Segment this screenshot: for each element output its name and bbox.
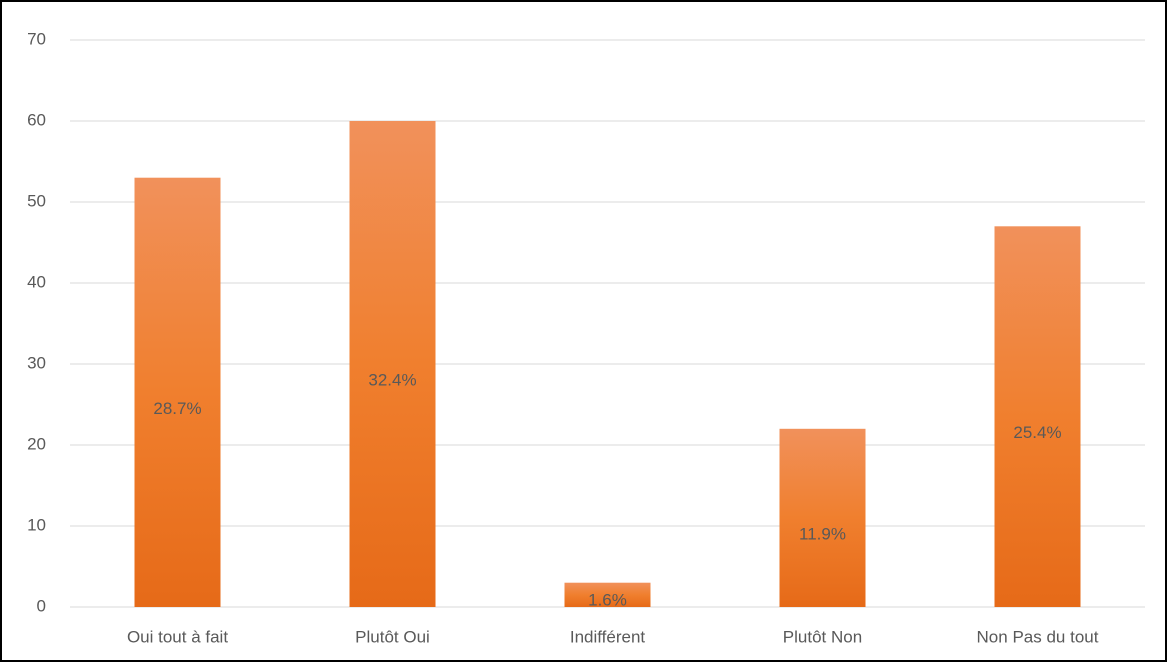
y-tick-label: 0 xyxy=(37,596,46,615)
bar xyxy=(349,121,436,607)
y-tick-label: 40 xyxy=(27,272,46,291)
y-tick-label: 20 xyxy=(27,434,46,453)
data-label: 28.7% xyxy=(153,399,201,418)
x-tick-label: Indifférent xyxy=(570,627,646,646)
x-tick-label: Plutôt Non xyxy=(783,627,862,646)
y-tick-label: 60 xyxy=(27,110,46,129)
bar xyxy=(564,582,651,607)
data-label: 32.4% xyxy=(368,370,416,389)
y-tick-label: 30 xyxy=(27,353,46,372)
data-label: 1.6% xyxy=(588,590,627,609)
x-tick-label: Non Pas du tout xyxy=(977,627,1099,646)
x-tick-label: Plutôt Oui xyxy=(355,627,430,646)
bar xyxy=(779,428,866,607)
y-tick-label: 50 xyxy=(27,191,46,210)
y-tick-label: 70 xyxy=(27,29,46,48)
data-label: 11.9% xyxy=(799,524,846,543)
x-tick-label: Oui tout à fait xyxy=(127,627,228,646)
bar xyxy=(994,226,1081,608)
y-tick-label: 10 xyxy=(27,515,46,534)
data-label: 25.4% xyxy=(1013,423,1061,442)
bar xyxy=(134,177,221,607)
